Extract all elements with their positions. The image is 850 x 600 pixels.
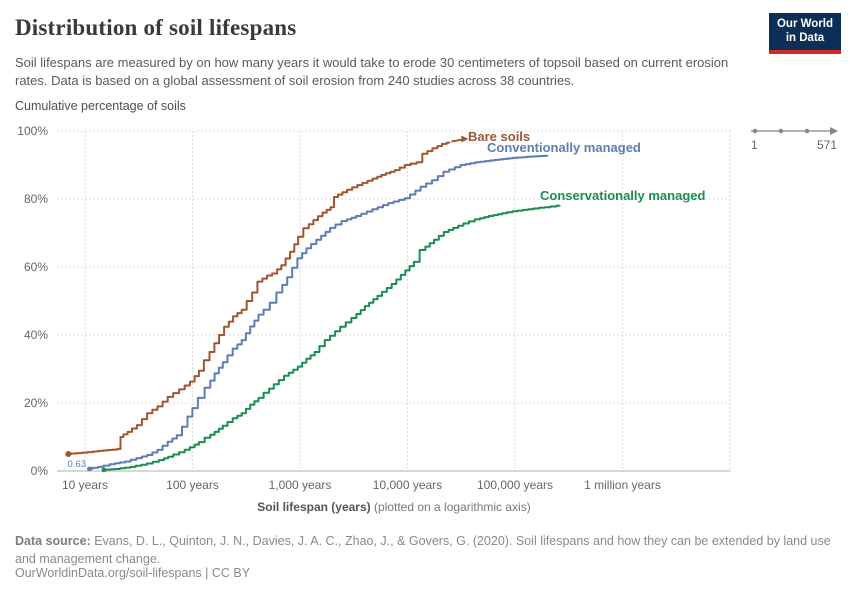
- data-source-note: Data source: Evans, D. L., Quinton, J. N…: [15, 532, 831, 568]
- owid-logo[interactable]: Our World in Data: [769, 13, 841, 54]
- x-tick-label: 100,000 years: [476, 478, 554, 492]
- page-title: Distribution of soil lifespans: [15, 15, 297, 40]
- series-label-conventionally-managed[interactable]: Conventionally managed: [487, 140, 641, 155]
- x-tick-label: 1 million years: [584, 478, 661, 492]
- series-line-1[interactable]: [88, 154, 549, 470]
- series-start-dot: [65, 451, 72, 457]
- license-separator: |: [201, 566, 212, 580]
- y-tick-label: 20%: [23, 396, 48, 410]
- data-source-text: Evans, D. L., Quinton, J. N., Davies, J.…: [15, 534, 831, 567]
- data-source-label: Data source:: [15, 534, 91, 548]
- x-tick-label: 1,000 years: [268, 478, 332, 492]
- range-slider-max-label[interactable]: 571: [816, 138, 837, 152]
- y-tick-label: 80%: [23, 192, 48, 206]
- x-tick-label: 10,000 years: [372, 478, 443, 492]
- owid-logo-line1: Our World: [776, 18, 833, 30]
- range-slider-arrow-icon: [830, 127, 838, 135]
- range-slider-dot[interactable]: [752, 128, 758, 134]
- series-label-conservationally-managed[interactable]: Conservationally managed: [540, 188, 706, 203]
- y-axis-title: Cumulative percentage of soils: [15, 99, 186, 113]
- x-axis-title: Soil lifespan (years) (plotted on a loga…: [94, 500, 694, 514]
- y-tick-label: 60%: [23, 260, 48, 274]
- range-slider-min-label[interactable]: 1: [751, 138, 758, 152]
- range-slider-dot[interactable]: [804, 128, 810, 134]
- label-arrow-head-icon: [461, 135, 469, 143]
- series-start-dot: [101, 467, 107, 473]
- series-label-bare-soils[interactable]: Bare soils: [468, 129, 531, 144]
- x-axis-title-main: Soil lifespan (years): [257, 500, 371, 514]
- license-line: OurWorldinData.org/soil-lifespans | CC B…: [15, 566, 250, 580]
- x-tick-label: 100 years: [166, 478, 219, 492]
- x-axis-title-note: (plotted on a logarithmic axis): [370, 500, 531, 514]
- series-start-value-label: 0.63: [67, 459, 87, 470]
- owid-url-link[interactable]: OurWorldinData.org/soil-lifespans: [15, 566, 202, 580]
- series-line-2[interactable]: [102, 204, 561, 471]
- license-label[interactable]: CC BY: [211, 566, 251, 580]
- range-slider-dot[interactable]: [778, 128, 784, 134]
- series-line-0[interactable]: [67, 141, 451, 455]
- label-arrow-line: [451, 138, 463, 143]
- owid-logo-line2: in Data: [785, 32, 825, 45]
- y-tick-label: 0%: [30, 464, 48, 478]
- chart-subtitle: Soil lifespans are measured by on how ma…: [15, 55, 729, 89]
- x-tick-label: 10 years: [61, 478, 109, 492]
- y-tick-label: 100%: [17, 124, 48, 138]
- series-start-dot: [87, 466, 92, 472]
- y-tick-label: 40%: [23, 328, 48, 342]
